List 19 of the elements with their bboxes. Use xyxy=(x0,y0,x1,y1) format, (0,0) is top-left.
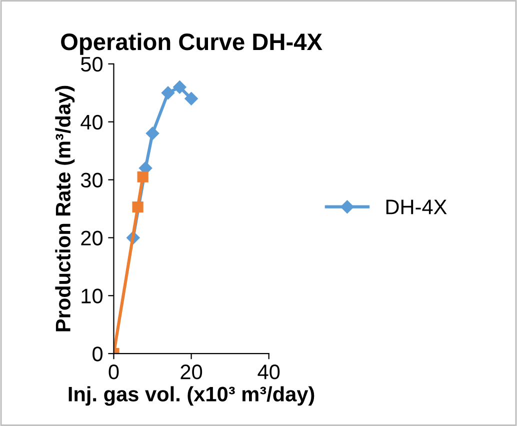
legend-label: DH-4X xyxy=(386,200,447,214)
chart-title: Operation Curve DH-4X xyxy=(61,32,322,55)
y-tick-label: 20 xyxy=(81,230,103,246)
point xyxy=(173,80,186,94)
x-tick-label: 0 xyxy=(108,364,119,380)
y-tick-label: 30 xyxy=(80,172,103,188)
x-tick-label: 40 xyxy=(258,364,280,380)
y-tick-label: 10 xyxy=(82,288,103,304)
x-tick-label: 20 xyxy=(180,364,202,380)
x-axis-title: Inj. gas vol. (x10³ m³/day) xyxy=(68,386,314,406)
point xyxy=(137,171,148,182)
y-tick-label: 50 xyxy=(80,56,103,72)
y-axis-title: Production Rate (m³/day) xyxy=(55,86,75,332)
point xyxy=(161,86,175,100)
point xyxy=(146,126,160,140)
y-tick-label: 40 xyxy=(80,114,103,130)
point xyxy=(132,201,144,213)
point xyxy=(184,92,198,106)
y-tick-label: 0 xyxy=(92,346,103,362)
